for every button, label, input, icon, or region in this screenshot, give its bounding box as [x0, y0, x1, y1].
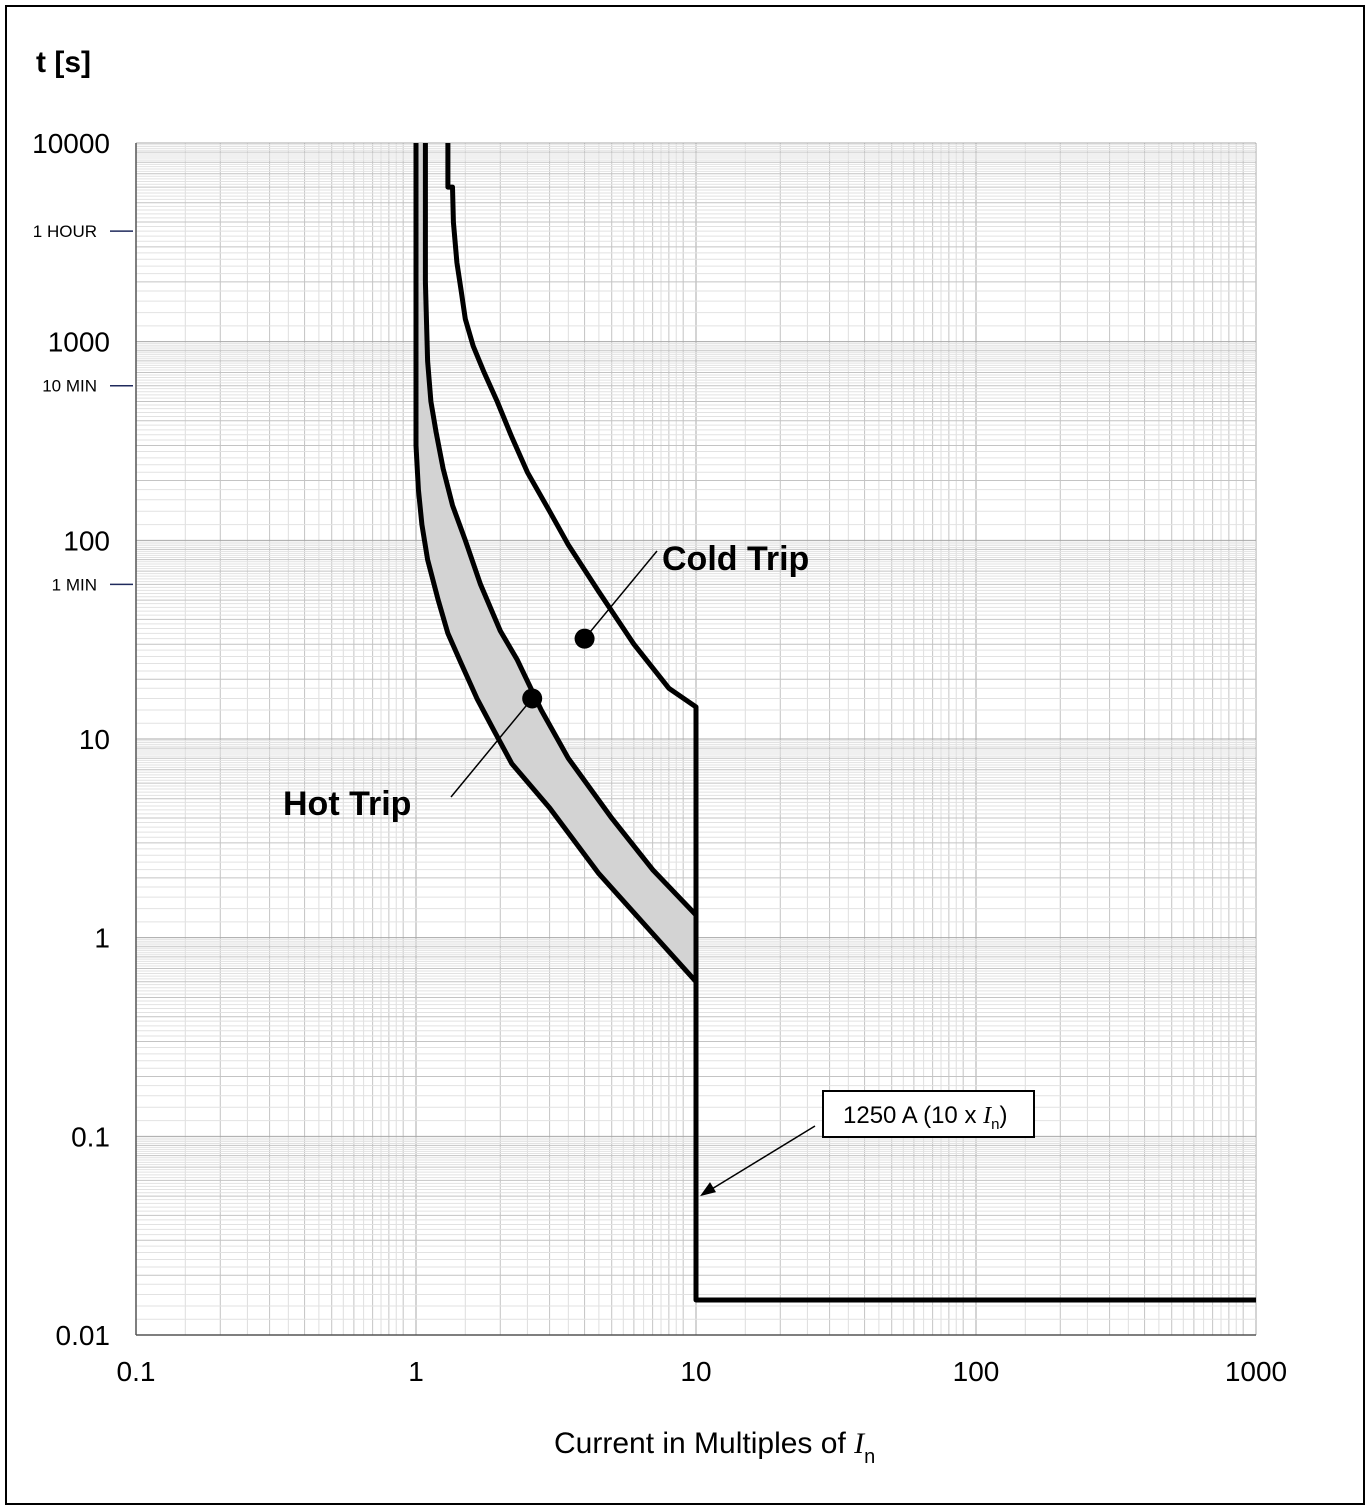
y-tick-label: 10000 — [32, 128, 110, 159]
current-callout-arrowhead — [700, 1182, 716, 1197]
hot-trip-lower-curve — [413, 143, 698, 984]
x-tick-label: 100 — [953, 1356, 1000, 1387]
cold-trip-label: Cold Trip — [662, 540, 809, 578]
y-tick-label: 1 — [94, 923, 110, 954]
y-tick-label: 1000 — [48, 327, 110, 358]
annotations: Cold Trip Hot Trip 1250 A (10 x In) — [283, 540, 1035, 1197]
trip-curves — [413, 143, 1256, 1303]
hot-trip-label: Hot Trip — [283, 785, 411, 823]
x-tick-label: 1 — [408, 1356, 424, 1387]
x-tick-label: 0.1 — [117, 1356, 156, 1387]
cold-trip-leader — [583, 550, 658, 640]
current-callout-box — [822, 1090, 1035, 1138]
y-tick-label: 0.1 — [71, 1121, 110, 1152]
cold-trip-curve — [445, 143, 1256, 1303]
time-marker-label: 1 HOUR — [33, 222, 97, 241]
y-tick-label: 10 — [79, 724, 110, 755]
time-marker-label: 10 MIN — [42, 377, 97, 396]
y-tick-label: 0.01 — [56, 1320, 111, 1351]
current-callout-leader — [709, 1125, 816, 1191]
time-marker-label: 1 MIN — [52, 575, 97, 594]
current-callout-label: 1250 A (10 x In) — [843, 1102, 1007, 1133]
hot-trip-leader — [450, 697, 533, 798]
hot-trip-upper-curve — [422, 143, 699, 918]
chart-frame — [5, 5, 1365, 1505]
x-tick-label: 10 — [680, 1356, 711, 1387]
y-tick-label: 100 — [63, 525, 110, 556]
y-axis-label: t [s] — [36, 46, 91, 79]
x-tick-label: 1000 — [1225, 1356, 1287, 1387]
x-axis-label: Current in Multiples of In — [554, 1427, 875, 1468]
